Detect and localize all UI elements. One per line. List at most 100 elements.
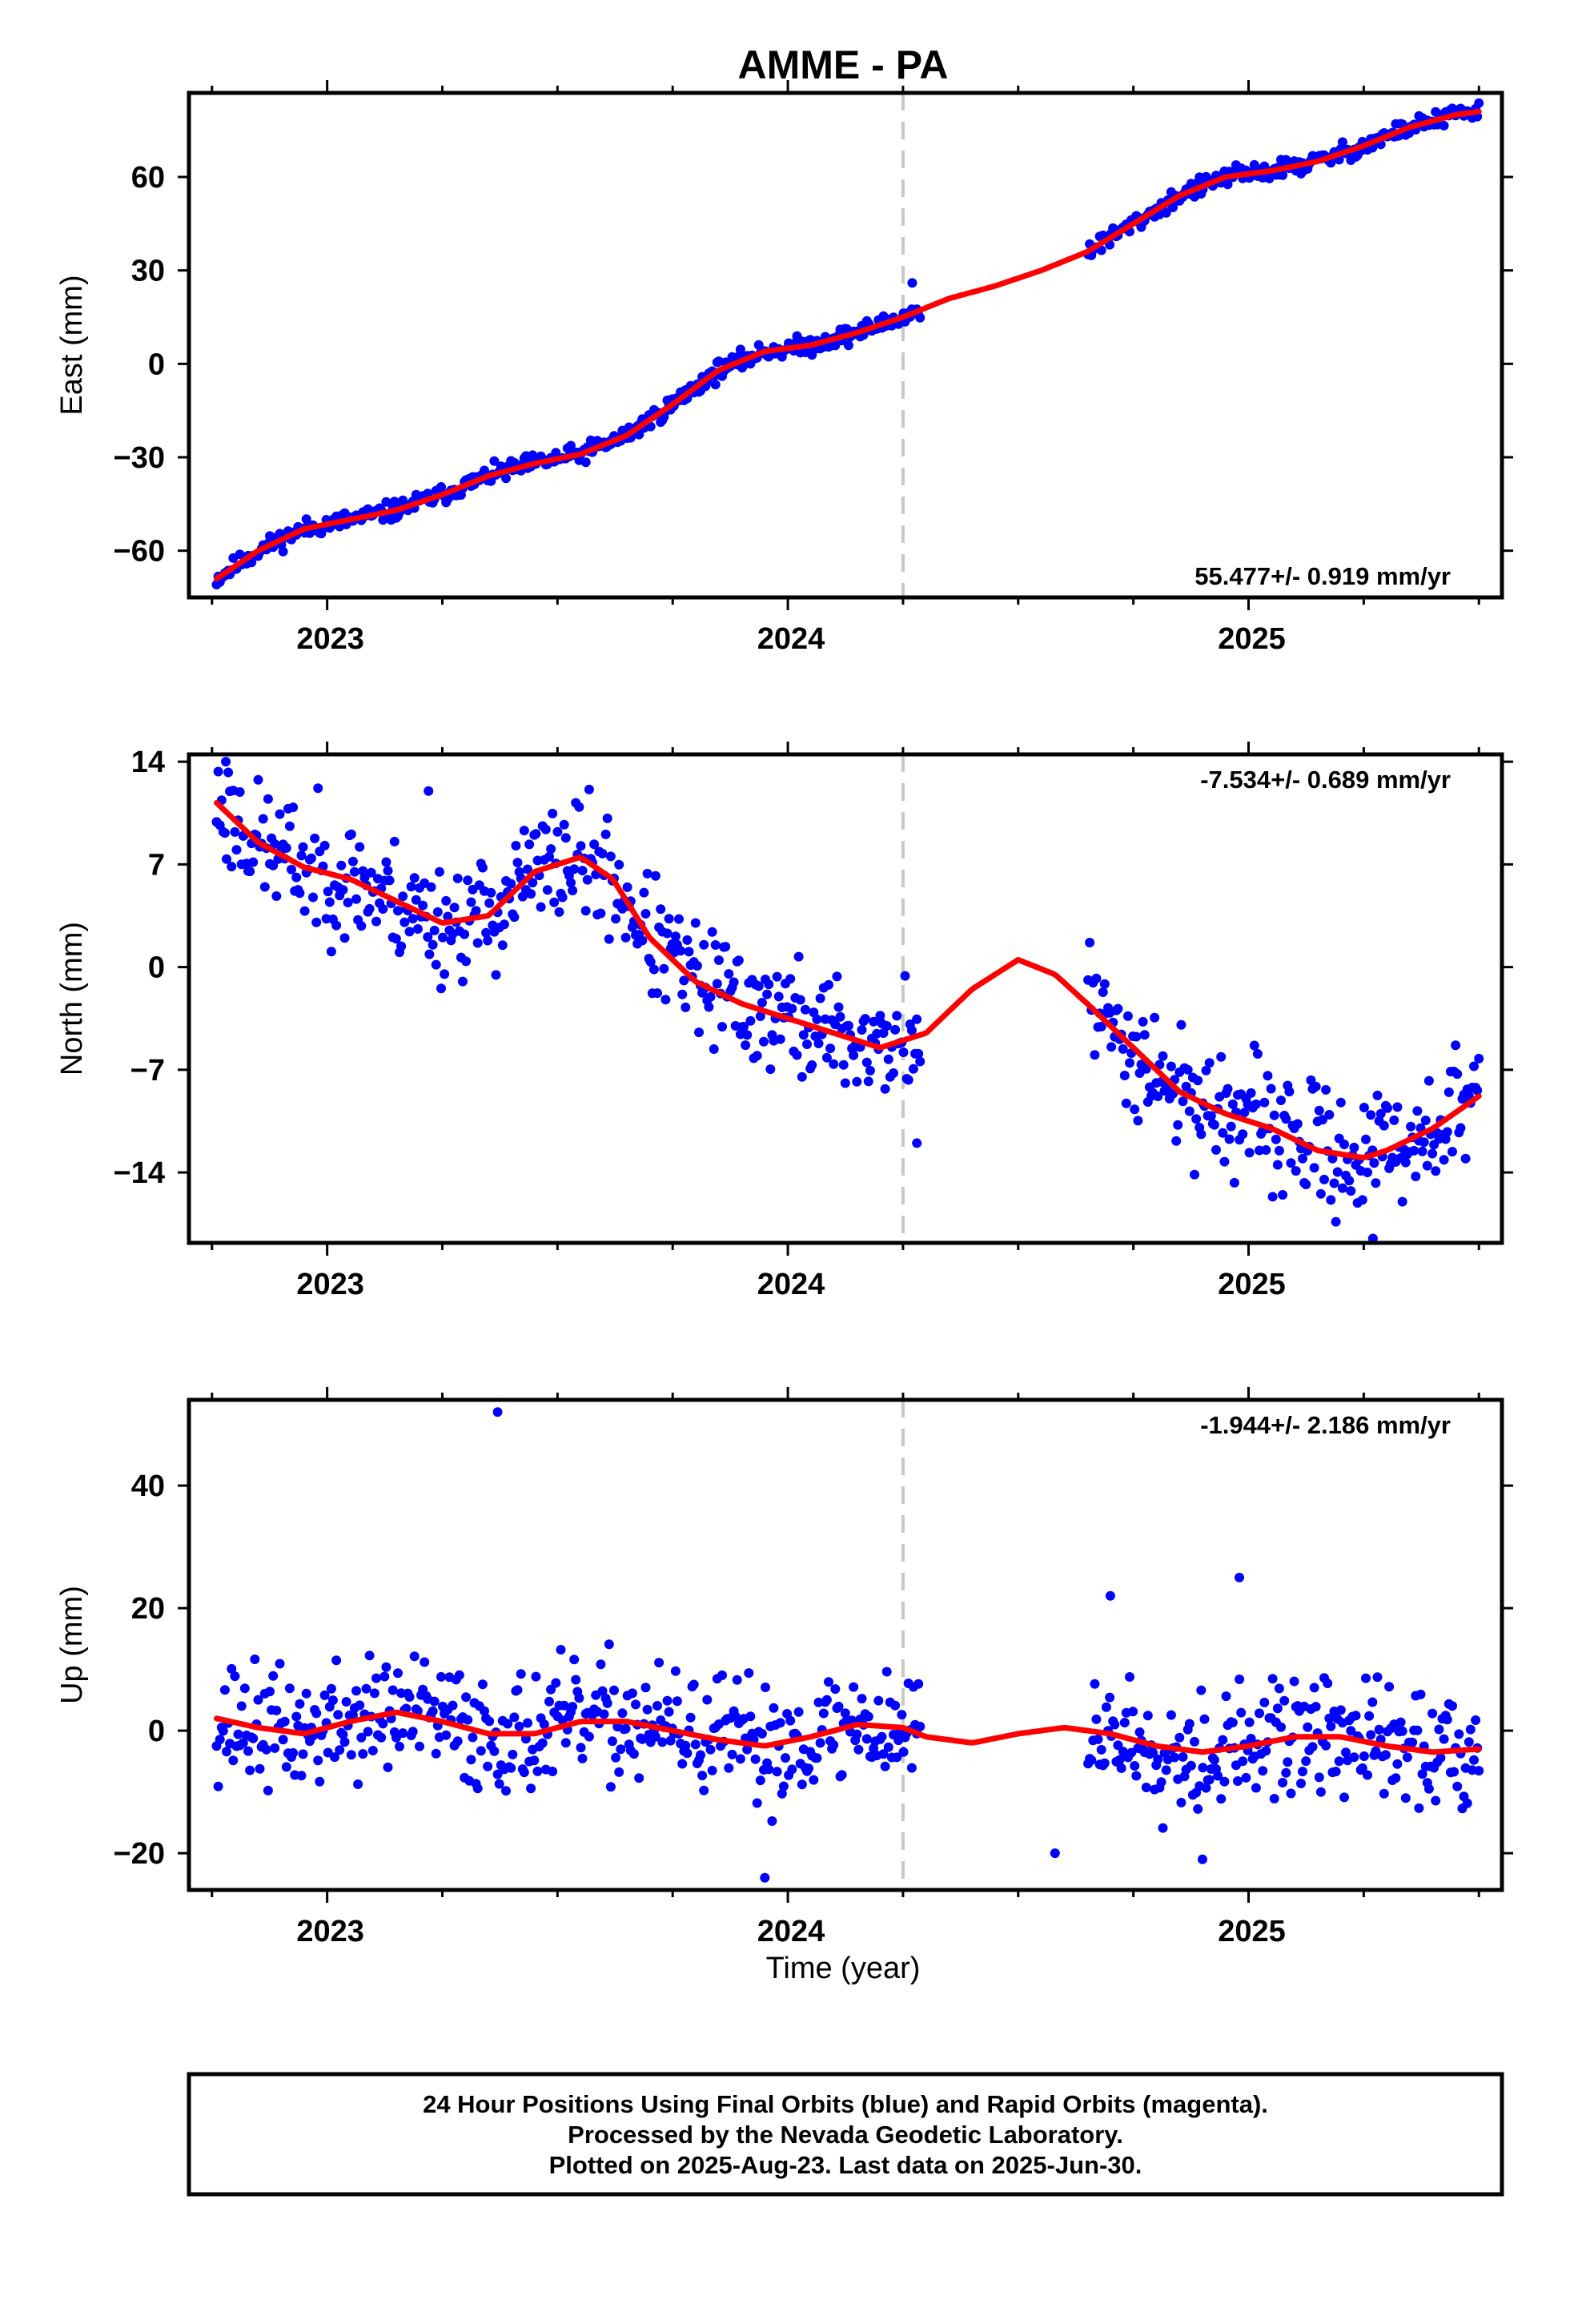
data-point	[389, 836, 400, 846]
data-point	[278, 1735, 288, 1745]
data-point	[1261, 1746, 1271, 1756]
data-point	[1238, 1756, 1248, 1767]
data-point	[1337, 137, 1347, 147]
data-point	[650, 870, 661, 881]
data-point	[1337, 1183, 1347, 1193]
data-point	[732, 1675, 742, 1685]
data-point	[915, 1056, 926, 1067]
data-point	[519, 1767, 529, 1778]
data-point	[639, 887, 649, 898]
data-point	[404, 927, 415, 937]
data-point	[577, 1753, 588, 1763]
data-point	[1239, 1108, 1250, 1118]
data-point	[248, 1733, 259, 1743]
data-point	[889, 1068, 898, 1078]
data-point	[696, 1750, 705, 1760]
data-point	[690, 918, 701, 928]
data-point	[1366, 1730, 1376, 1740]
data-point	[1419, 1137, 1429, 1148]
data-point	[1201, 1065, 1211, 1076]
data-point	[1420, 1116, 1431, 1125]
data-point	[1307, 1742, 1318, 1752]
data-point	[223, 767, 234, 778]
data-point	[833, 1002, 844, 1012]
data-point	[281, 1762, 291, 1772]
data-point	[1227, 1099, 1238, 1109]
y-tick-label: 60	[131, 161, 165, 195]
data-point	[1191, 1114, 1202, 1124]
data-point	[1198, 1763, 1208, 1773]
data-point	[1269, 1794, 1279, 1803]
data-point	[1170, 1752, 1180, 1763]
data-point	[1267, 1674, 1278, 1684]
data-point	[1105, 1692, 1115, 1703]
data-point	[852, 1729, 862, 1739]
data-point	[679, 975, 689, 986]
data-point	[1223, 1084, 1233, 1094]
data-point	[492, 1769, 503, 1779]
data-point	[270, 1743, 280, 1753]
data-point	[463, 875, 473, 886]
data-point	[428, 939, 438, 950]
data-point	[634, 429, 644, 440]
data-point	[604, 1639, 614, 1650]
data-point	[245, 866, 255, 877]
data-point	[681, 1740, 691, 1751]
data-point	[1196, 1129, 1207, 1140]
data-point	[1141, 1783, 1151, 1792]
data-point	[245, 1765, 255, 1775]
data-point	[227, 862, 237, 872]
data-point	[654, 1658, 665, 1668]
data-point	[1241, 1772, 1251, 1783]
data-point	[1372, 1672, 1383, 1683]
data-point	[458, 976, 468, 987]
data-point	[486, 887, 496, 898]
data-point	[1204, 1058, 1215, 1068]
data-point	[568, 886, 578, 895]
data-point	[1469, 1061, 1479, 1072]
data-point	[785, 1715, 796, 1726]
data-point	[398, 891, 408, 902]
data-point	[364, 903, 375, 914]
data-point	[1263, 1071, 1273, 1081]
data-point	[903, 1075, 913, 1085]
data-point	[398, 1728, 408, 1739]
data-point	[548, 1767, 558, 1776]
data-point	[546, 1684, 556, 1695]
panel-frame	[187, 752, 1504, 1245]
data-point	[424, 786, 434, 796]
data-point	[409, 873, 420, 883]
data-point	[361, 1683, 371, 1694]
data-point	[1367, 1697, 1378, 1707]
data-point	[436, 983, 446, 994]
data-point	[484, 898, 495, 908]
data-point	[804, 1763, 814, 1774]
data-point	[355, 842, 365, 852]
data-point	[484, 1716, 495, 1727]
data-point	[222, 1747, 231, 1757]
data-point	[1086, 1755, 1097, 1765]
data-point	[861, 1057, 872, 1068]
data-point	[672, 1696, 682, 1707]
data-point	[1130, 1761, 1140, 1771]
data-point	[657, 1737, 668, 1747]
data-point	[656, 904, 666, 915]
data-point	[230, 1671, 240, 1682]
data-point	[1139, 1030, 1150, 1040]
data-point	[429, 1696, 440, 1707]
data-point	[263, 794, 273, 804]
data-point	[554, 907, 564, 917]
data-point	[381, 497, 391, 507]
data-point	[319, 1690, 330, 1700]
data-point	[501, 1786, 511, 1796]
data-point	[443, 911, 453, 922]
data-layer	[211, 754, 1484, 1243]
data-point	[1142, 1711, 1153, 1721]
data-point	[906, 1763, 917, 1773]
data-point	[1267, 1192, 1278, 1202]
data-point	[599, 1709, 609, 1719]
data-point	[600, 829, 611, 839]
data-point	[620, 932, 631, 943]
data-point	[1311, 1702, 1321, 1712]
data-point	[652, 988, 662, 999]
